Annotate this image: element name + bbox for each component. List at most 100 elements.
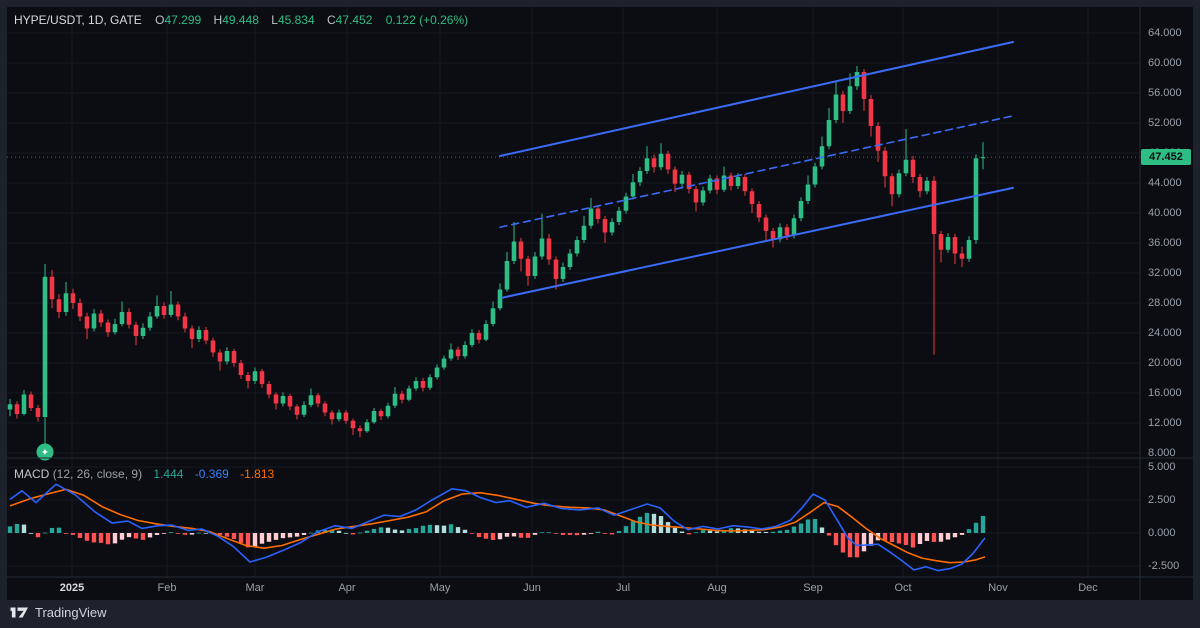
macd-histogram-bar: [245, 533, 251, 548]
macd-histogram-bar: [882, 533, 888, 541]
macd-histogram-bar: [238, 533, 244, 543]
macd-axis-label: 0.000: [1148, 527, 1176, 539]
time-scale[interactable]: 2025 Feb Mar Apr May Jun Jul Aug Sep Oct Nov Dec: [7, 577, 1140, 600]
macd-histogram-bar: [581, 533, 587, 535]
macd-params: (12, 26, close, 9): [52, 467, 143, 481]
channel-upper-line: [499, 41, 1014, 157]
candle-body: [672, 169, 678, 184]
macd-histogram-bar: [357, 532, 363, 534]
price-axis-label: 16.000: [1148, 387, 1182, 399]
macd-histogram-bar: [259, 533, 265, 544]
macd-histogram-bar: [588, 533, 594, 534]
candle-body: [63, 293, 69, 312]
candle-body: [448, 349, 454, 359]
candle-body: [833, 94, 839, 120]
macd-histogram-bar: [476, 533, 482, 538]
macd-histogram-bar: [532, 533, 538, 535]
candle-body: [938, 234, 944, 250]
macd-histogram-bar: [623, 526, 629, 533]
candle-body: [798, 201, 804, 219]
candle-body: [742, 177, 748, 192]
macd-histogram-bar: [140, 533, 146, 540]
macd-histogram-bar: [308, 532, 314, 534]
macd-histogram-bar: [189, 533, 195, 535]
ohlc-low: L45.834: [271, 13, 315, 27]
candle-body: [147, 316, 153, 328]
candle-body: [525, 258, 531, 276]
symbol-title[interactable]: HYPE/USDT, 1D, GATE: [14, 13, 142, 27]
candle-body: [392, 393, 398, 406]
macd-histogram-bar: [511, 533, 517, 537]
current-price-badge: 47.452: [1141, 149, 1191, 165]
macd-histogram-bar: [602, 533, 608, 534]
price-axis-label: 64.000: [1148, 27, 1182, 39]
macd-histogram-bar: [161, 533, 167, 534]
macd-histogram-bar: [637, 516, 643, 533]
candle-body: [819, 146, 825, 167]
candle-body: [406, 388, 412, 400]
candle-body: [749, 191, 755, 204]
price-axis-label: 36.000: [1148, 237, 1182, 249]
price-axis-label: 56.000: [1148, 87, 1182, 99]
macd-histogram-bar: [616, 531, 622, 533]
candle-body: [14, 404, 20, 414]
candle-body: [280, 396, 286, 404]
macd-histogram-bar: [518, 533, 524, 538]
candle-body: [21, 394, 27, 414]
candle-body: [322, 403, 328, 413]
macd-histogram-bar: [553, 533, 559, 534]
candle-body: [252, 371, 258, 381]
candle-body: [399, 393, 405, 400]
tradingview-logo[interactable]: TradingView: [10, 605, 107, 620]
candle-body: [623, 196, 629, 211]
candle-body: [112, 324, 118, 333]
macd-histogram-bar: [483, 533, 489, 539]
candle-body: [791, 218, 797, 236]
price-axis-label: 8.000: [1148, 447, 1176, 459]
price-axis-label: 20.000: [1148, 357, 1182, 369]
macd-histogram-bar: [441, 525, 447, 533]
candle-body: [245, 375, 251, 381]
macd-histogram-bar: [679, 531, 685, 533]
macd-signal-line: [9, 488, 986, 564]
price-axis-label: 60.000: [1148, 57, 1182, 69]
macd-histogram-bar: [147, 533, 153, 538]
candle-body: [287, 396, 293, 407]
candle-body: [854, 72, 860, 87]
macd-histogram-bar: [329, 529, 335, 533]
candle-body: [231, 351, 237, 363]
candle-body: [602, 219, 608, 233]
price-change: 0.122 (+0.26%): [385, 13, 469, 27]
candle-body: [532, 256, 538, 276]
candle-body: [203, 330, 209, 341]
candle-body: [476, 333, 482, 340]
macd-histogram-bar: [469, 533, 475, 534]
candle-body: [707, 178, 713, 191]
time-axis-label: 2025: [59, 582, 85, 594]
macd-histogram-bar: [399, 530, 405, 533]
candle-body: [616, 210, 622, 222]
macd-histogram-bar: [343, 532, 349, 534]
macd-histogram-bar: [560, 533, 566, 535]
candle-body: [364, 422, 370, 432]
price-scale[interactable]: 64.00060.00056.00052.00048.00044.00040.0…: [1140, 7, 1193, 577]
macd-histogram-bar: [35, 533, 41, 538]
candle-body: [371, 411, 377, 423]
candle-body: [175, 304, 181, 317]
macd-histogram-bar: [980, 515, 986, 533]
candle-body: [630, 182, 636, 197]
macd-histogram-bar: [910, 533, 916, 548]
macd-histogram-bar: [812, 519, 818, 533]
candle-body: [553, 259, 559, 279]
candle-body: [455, 349, 461, 357]
candle-body: [329, 412, 335, 420]
macd-title[interactable]: MACD: [14, 467, 50, 481]
macd-histogram-bar: [49, 527, 55, 533]
macd-histogram-bar: [917, 533, 923, 544]
macd-histogram-bar: [266, 533, 272, 542]
macd-histogram-bar: [252, 533, 258, 547]
macd-histogram-bar: [868, 533, 874, 546]
macd-signal-value: -1.813: [240, 467, 275, 481]
